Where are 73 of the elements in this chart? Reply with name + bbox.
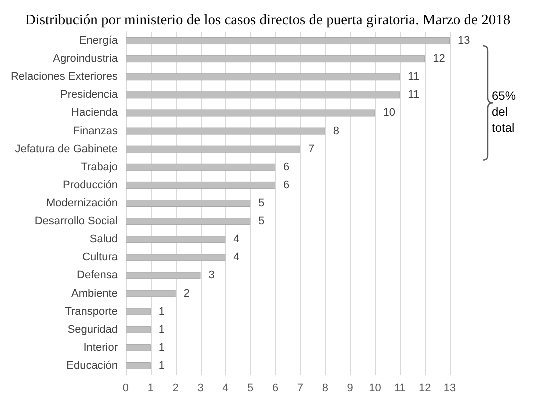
y-tick-label: Transporte	[65, 306, 118, 318]
y-tick-label: Energía	[79, 35, 119, 48]
y-tick-label: Modernización	[46, 198, 118, 210]
y-tick-label: Interior	[84, 342, 118, 354]
bar	[126, 218, 251, 226]
x-tick-label: 1	[148, 382, 154, 394]
data-label: 1	[158, 306, 166, 318]
data-label: 3	[208, 270, 215, 282]
y-tick-label: Finanzas	[73, 125, 118, 138]
y-tick-label: Presidencia	[60, 89, 119, 102]
x-tick-label: 5	[248, 382, 254, 394]
x-tick-label: 10	[369, 382, 382, 394]
x-tick-label: 6	[272, 382, 279, 394]
bar	[126, 146, 300, 153]
x-tick-label: 0	[122, 382, 130, 394]
data-label: 10	[383, 107, 396, 120]
data-label: 4	[234, 234, 240, 246]
data-label: 11	[408, 71, 420, 84]
bar	[126, 38, 450, 45]
x-tick-label: 9	[347, 382, 354, 394]
bar	[126, 128, 326, 135]
x-tick-label: 11	[394, 382, 406, 394]
data-label: 4	[234, 252, 240, 264]
bar	[126, 236, 226, 244]
y-tick-label: Salud	[90, 234, 118, 246]
y-tick-label: Desarrollo Social	[34, 216, 118, 228]
bar	[126, 200, 251, 207]
data-label: 5	[258, 216, 265, 228]
data-label: 7	[308, 143, 315, 156]
bar	[126, 92, 400, 99]
bar	[126, 254, 226, 262]
y-tick-label: Jefatura de Gabinete	[15, 143, 118, 156]
text: 65% del total	[492, 89, 516, 135]
x-tick-label: 8	[322, 382, 328, 394]
y-tick-label: Ambiente	[72, 288, 118, 300]
x-tick-label: 7	[297, 382, 304, 394]
y-tick-label: Producción	[62, 179, 118, 192]
y-tick-label: Relaciones Exteriores	[10, 71, 118, 84]
y-tick-label: Agroindustria	[53, 53, 119, 66]
data-label: 1	[158, 342, 166, 354]
x-tick-label: 13	[444, 382, 456, 394]
bar	[126, 164, 276, 171]
bar	[126, 74, 400, 81]
y-tick-label: Trabajo	[81, 161, 118, 174]
y-tick-label: Hacienda	[72, 107, 119, 120]
chart-title: Distribución por ministerio de los casos directos de puerta giratoria. Marzo de 2018	[25, 12, 511, 28]
data-label: 6	[284, 179, 290, 192]
bar	[126, 326, 151, 334]
bar	[126, 362, 151, 370]
bar	[126, 290, 176, 298]
bar	[126, 272, 201, 280]
data-label: 2	[184, 288, 190, 300]
data-label: 1	[158, 360, 166, 372]
y-tick-label: Seguridad	[68, 324, 118, 336]
y-tick-label: Cultura	[82, 252, 119, 264]
bar	[126, 344, 151, 352]
bar	[126, 308, 151, 316]
bar	[126, 56, 426, 63]
x-tick-label: 3	[198, 382, 204, 394]
bar	[126, 110, 376, 117]
data-label: 8	[333, 125, 340, 138]
y-tick-label: Educación	[66, 360, 118, 372]
data-label: 12	[433, 53, 446, 66]
y-tick-label: Defensa	[77, 270, 119, 282]
x-tick-label: 2	[172, 382, 179, 394]
data-label: 5	[258, 198, 265, 210]
data-label: 1	[158, 324, 166, 336]
bar	[126, 182, 276, 189]
data-label: 11	[408, 89, 420, 102]
x-tick-label: 4	[222, 382, 229, 394]
data-label: 6	[284, 161, 290, 174]
x-tick-label: 12	[418, 382, 432, 394]
data-label: 13	[458, 35, 470, 48]
